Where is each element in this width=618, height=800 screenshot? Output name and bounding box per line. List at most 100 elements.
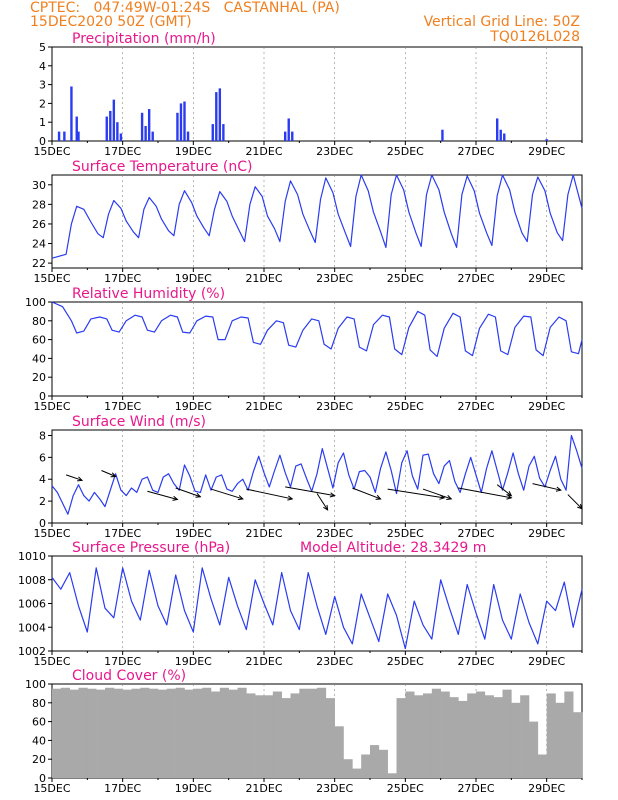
y-tick-label: 0 (39, 135, 46, 148)
y-tick-label: 0 (39, 517, 46, 530)
precip-bar (441, 129, 444, 141)
cloud-bar (290, 693, 300, 778)
y-tick-label: 60 (32, 334, 46, 347)
precip-bar (151, 131, 154, 141)
rh-title: Relative Humidity (%) (72, 286, 225, 302)
cloud-bar (502, 689, 512, 778)
plot-frame (51, 555, 583, 652)
y-tick-label: 80 (32, 697, 46, 710)
cloud-bar (228, 689, 238, 778)
cloud-bar (484, 695, 494, 778)
y-tick-label: 2 (39, 97, 46, 110)
wind-arrow-head (237, 495, 244, 501)
precip-bar (222, 124, 225, 141)
y-tick-label: 20 (32, 753, 46, 766)
cloud-bar (158, 689, 168, 778)
wind-arrow (246, 488, 293, 500)
cloud-bar (246, 693, 256, 778)
y-tick-label: 5 (39, 41, 46, 54)
wind-arrow (532, 483, 561, 491)
y-tick-label: 100 (25, 296, 46, 309)
x-tick-label: 19DEC (175, 527, 212, 540)
precip-bar (77, 131, 80, 141)
y-tick-label: 1006 (18, 598, 46, 611)
panel-rh (48, 301, 583, 400)
precip-bar (57, 131, 61, 141)
precip-bar (105, 116, 108, 141)
cloud-bar (299, 688, 309, 778)
cloud-bar (281, 698, 291, 778)
wind-arrow-head (195, 492, 202, 498)
wind-arrow (387, 488, 445, 499)
precip-bar (112, 99, 116, 141)
cloud-bar (511, 702, 521, 778)
x-tick-label: 27DEC (457, 400, 494, 413)
precip-bar (70, 86, 73, 141)
precip-bar (176, 112, 179, 141)
x-tick-label: 19DEC (175, 272, 212, 285)
x-tick-label: 29DEC (528, 527, 565, 540)
x-tick-label: 17DEC (104, 782, 141, 795)
cloud-bar (458, 700, 468, 778)
y-tick-label: 0 (39, 390, 46, 403)
cloud-bar (211, 691, 221, 778)
precip-bar (496, 118, 499, 141)
cloud-bar (175, 687, 185, 778)
wind-arrow (316, 493, 329, 511)
panel-wind (48, 429, 583, 527)
wind-arrow (175, 487, 201, 498)
x-tick-label: 15DEC (33, 145, 70, 158)
cloud-bar (396, 698, 406, 778)
x-tick-label: 17DEC (104, 655, 141, 668)
x-tick-label: 29DEC (528, 400, 565, 413)
precip-bar (211, 124, 214, 141)
x-tick-label: 21DEC (245, 782, 282, 795)
y-tick-label: 1 (39, 116, 46, 129)
cloud-bar (52, 688, 62, 778)
cloud-bar (423, 693, 433, 778)
cloud-bar (113, 688, 123, 778)
cloud-bar (78, 687, 88, 778)
y-tick-label: 20 (32, 371, 46, 384)
y-tick-label: 28 (32, 198, 46, 211)
header-location: CPTEC: 047:49W-01:24S CASTANHAL (PA) (30, 0, 340, 16)
wind-arrow-head (506, 490, 513, 497)
x-tick-label: 21DEC (245, 272, 282, 285)
wind-title: Surface Wind (m/s) (72, 414, 206, 430)
x-tick-label: 27DEC (457, 272, 494, 285)
temp-series-line (51, 174, 583, 259)
plot-frame (51, 174, 583, 269)
wind-arrow (101, 470, 116, 477)
x-tick-label: 21DEC (245, 145, 282, 158)
x-tick-label: 19DEC (175, 782, 212, 795)
cloud-bar (467, 693, 477, 778)
precip-bar (119, 133, 123, 141)
precip-bar (545, 139, 548, 141)
cloud-title: Cloud Cover (%) (72, 668, 186, 684)
precip-bar (140, 112, 144, 141)
header-grid-line: Vertical Grid Line: 50Z (423, 14, 580, 30)
wind-series-line (51, 434, 583, 515)
wind-arrow (422, 488, 452, 500)
y-tick-label: 1002 (18, 645, 46, 658)
x-tick-label: 29DEC (528, 145, 565, 158)
y-tick-label: 100 (25, 678, 46, 691)
x-tick-label: 25DEC (387, 272, 424, 285)
x-tick-label: 23DEC (316, 145, 353, 158)
cloud-bar (131, 688, 141, 778)
cloud-bar (184, 689, 194, 778)
y-tick-label: 40 (32, 734, 46, 747)
y-tick-label: 4 (39, 60, 46, 73)
panel-precip (48, 46, 583, 145)
cloud-bar (476, 691, 486, 778)
cloud-bar (219, 687, 229, 778)
precip-bar (499, 129, 502, 141)
x-tick-label: 15DEC (33, 400, 70, 413)
wind-arrow (458, 487, 512, 499)
x-tick-label: 19DEC (175, 145, 212, 158)
cloud-bar (440, 691, 450, 778)
cloud-bar (69, 689, 79, 778)
cloud-bar (202, 687, 212, 778)
press-title: Surface Pressure (hPa) (72, 540, 230, 556)
precip-bar (284, 131, 287, 141)
